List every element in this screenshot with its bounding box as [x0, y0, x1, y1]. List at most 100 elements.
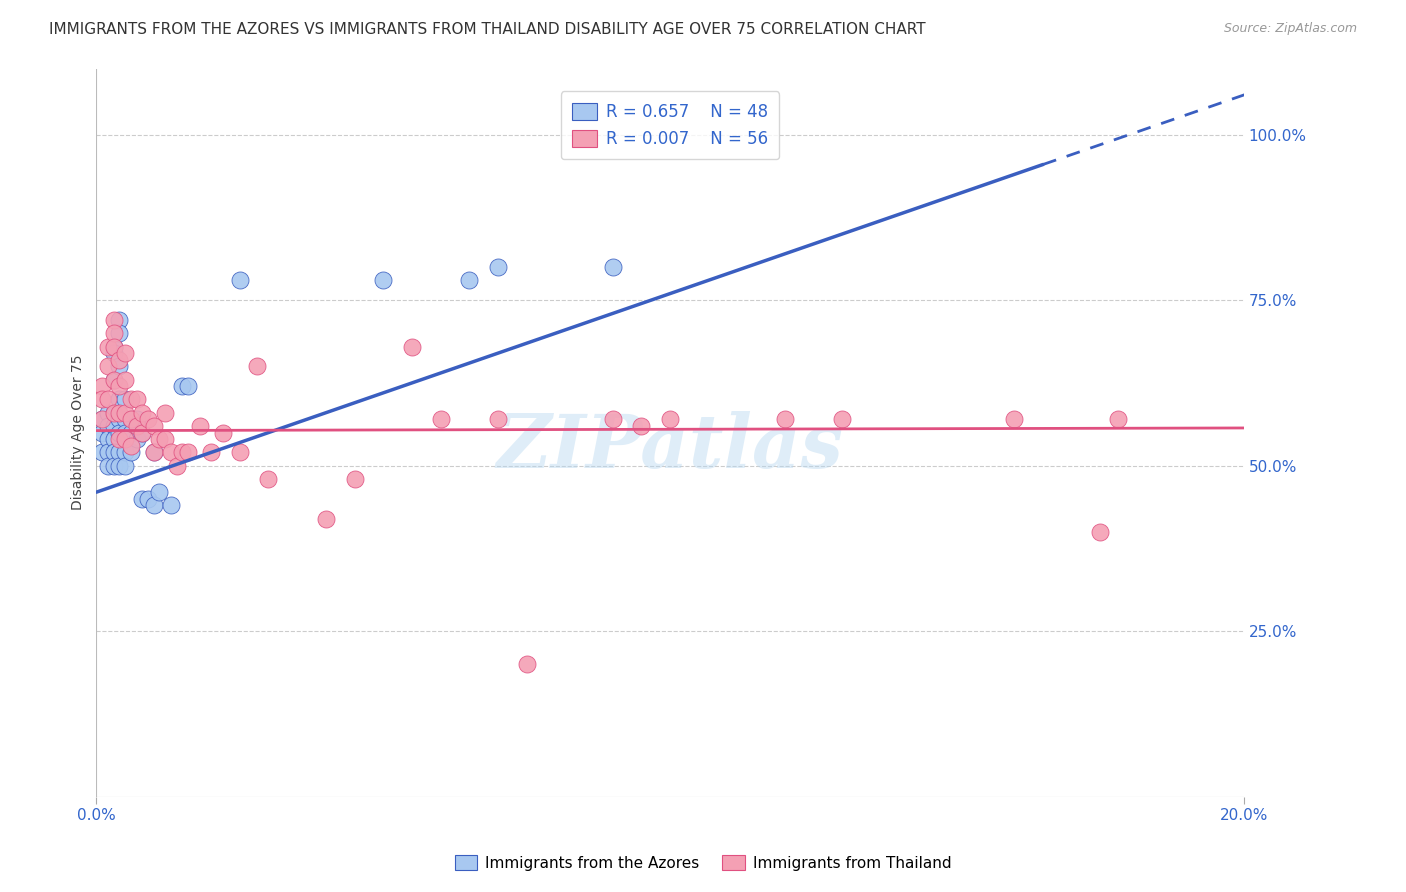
Immigrants from the Azores [177, 379, 200, 393]
Legend: R = 0.657    N = 48, R = 0.007    N = 56: R = 0.657 N = 48, R = 0.007 N = 56 [561, 91, 779, 160]
Immigrants from the Azores [131, 425, 153, 440]
Immigrants from Thailand [166, 458, 188, 473]
Immigrants from the Azores [114, 458, 136, 473]
Immigrants from Thailand [177, 445, 200, 459]
Immigrants from Thailand [103, 406, 125, 420]
Immigrants from Thailand [97, 359, 120, 374]
Immigrants from the Azores [97, 419, 120, 434]
Immigrants from Thailand [120, 412, 142, 426]
Immigrants from the Azores [103, 419, 125, 434]
Immigrants from the Azores [602, 260, 624, 274]
Immigrants from Thailand [142, 445, 165, 459]
Immigrants from Thailand [120, 439, 142, 453]
Immigrants from the Azores [120, 412, 142, 426]
Immigrants from Thailand [142, 419, 165, 434]
Immigrants from the Azores [486, 260, 509, 274]
Immigrants from Thailand [97, 392, 120, 407]
Immigrants from Thailand [1090, 524, 1112, 539]
Immigrants from Thailand [91, 412, 114, 426]
Immigrants from Thailand [172, 445, 194, 459]
Immigrants from Thailand [131, 425, 153, 440]
Immigrants from the Azores [120, 445, 142, 459]
Immigrants from the Azores [114, 425, 136, 440]
Immigrants from the Azores [91, 425, 114, 440]
Immigrants from the Azores [103, 340, 125, 354]
Legend: Immigrants from the Azores, Immigrants from Thailand: Immigrants from the Azores, Immigrants f… [446, 846, 960, 880]
Text: ZIPatlas: ZIPatlas [496, 411, 844, 483]
Immigrants from the Azores [103, 346, 125, 360]
Immigrants from Thailand [486, 412, 509, 426]
Immigrants from Thailand [91, 379, 114, 393]
Immigrants from Thailand [125, 392, 148, 407]
Immigrants from the Azores [103, 406, 125, 420]
Immigrants from Thailand [108, 352, 131, 367]
Immigrants from the Azores [108, 326, 131, 341]
Immigrants from Thailand [153, 406, 176, 420]
Immigrants from the Azores [108, 425, 131, 440]
Immigrants from Thailand [91, 392, 114, 407]
Immigrants from the Azores [114, 445, 136, 459]
Immigrants from the Azores [103, 445, 125, 459]
Immigrants from the Azores [108, 445, 131, 459]
Immigrants from the Azores [125, 412, 148, 426]
Immigrants from the Azores [114, 392, 136, 407]
Immigrants from the Azores [97, 445, 120, 459]
Immigrants from the Azores [97, 432, 120, 446]
Immigrants from Thailand [630, 419, 652, 434]
Immigrants from Thailand [103, 313, 125, 327]
Immigrants from the Azores [97, 458, 120, 473]
Immigrants from the Azores [148, 485, 170, 500]
Immigrants from the Azores [103, 373, 125, 387]
Immigrants from Thailand [246, 359, 269, 374]
Immigrants from the Azores [108, 392, 131, 407]
Immigrants from Thailand [516, 657, 538, 672]
Text: Source: ZipAtlas.com: Source: ZipAtlas.com [1223, 22, 1357, 36]
Immigrants from the Azores [91, 445, 114, 459]
Immigrants from the Azores [114, 412, 136, 426]
Immigrants from the Azores [103, 458, 125, 473]
Immigrants from Thailand [315, 511, 337, 525]
Immigrants from the Azores [108, 359, 131, 374]
Immigrants from Thailand [831, 412, 853, 426]
Immigrants from Thailand [131, 406, 153, 420]
Immigrants from Thailand [97, 340, 120, 354]
Immigrants from Thailand [114, 346, 136, 360]
Immigrants from the Azores [131, 491, 153, 506]
Immigrants from the Azores [373, 273, 395, 287]
Immigrants from Thailand [188, 419, 211, 434]
Immigrants from Thailand [211, 425, 233, 440]
Immigrants from Thailand [1107, 412, 1129, 426]
Immigrants from Thailand [108, 432, 131, 446]
Immigrants from the Azores [108, 458, 131, 473]
Immigrants from Thailand [343, 472, 366, 486]
Immigrants from Thailand [229, 445, 252, 459]
Immigrants from the Azores [142, 445, 165, 459]
Immigrants from Thailand [103, 340, 125, 354]
Immigrants from Thailand [153, 432, 176, 446]
Immigrants from Thailand [136, 412, 159, 426]
Immigrants from Thailand [160, 445, 183, 459]
Immigrants from the Azores [120, 425, 142, 440]
Immigrants from Thailand [125, 419, 148, 434]
Immigrants from Thailand [120, 392, 142, 407]
Y-axis label: Disability Age Over 75: Disability Age Over 75 [72, 355, 86, 510]
Immigrants from the Azores [108, 412, 131, 426]
Immigrants from Thailand [401, 340, 423, 354]
Immigrants from the Azores [136, 491, 159, 506]
Immigrants from the Azores [142, 499, 165, 513]
Immigrants from the Azores [97, 406, 120, 420]
Immigrants from the Azores [458, 273, 481, 287]
Text: IMMIGRANTS FROM THE AZORES VS IMMIGRANTS FROM THAILAND DISABILITY AGE OVER 75 CO: IMMIGRANTS FROM THE AZORES VS IMMIGRANTS… [49, 22, 925, 37]
Immigrants from Thailand [257, 472, 280, 486]
Immigrants from the Azores [125, 432, 148, 446]
Immigrants from Thailand [602, 412, 624, 426]
Immigrants from the Azores [91, 412, 114, 426]
Immigrants from Thailand [429, 412, 451, 426]
Immigrants from the Azores [108, 313, 131, 327]
Immigrants from Thailand [1002, 412, 1025, 426]
Immigrants from Thailand [114, 432, 136, 446]
Immigrants from Thailand [103, 326, 125, 341]
Immigrants from Thailand [114, 373, 136, 387]
Immigrants from Thailand [148, 432, 170, 446]
Immigrants from the Azores [229, 273, 252, 287]
